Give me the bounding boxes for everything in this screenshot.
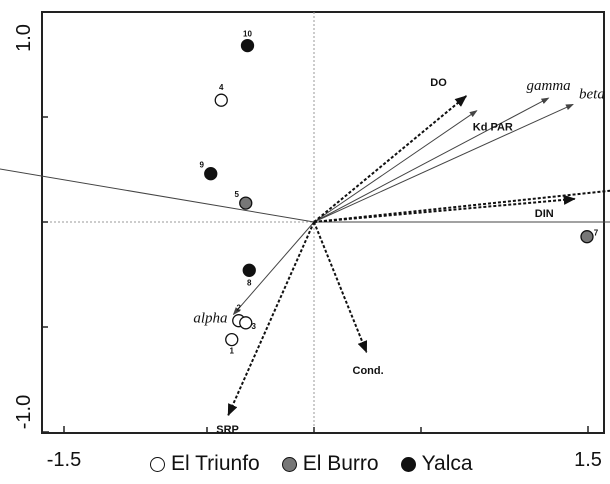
point-5: [239, 196, 253, 210]
point-7: [580, 230, 594, 244]
vector-arrow-srp: [227, 221, 315, 417]
point-label-8: 8: [247, 278, 252, 287]
vector-arrow-gamma: [313, 97, 550, 223]
vector-arrow-do: [313, 95, 468, 223]
point-3: [239, 316, 253, 330]
vector-label-din: DIN: [535, 208, 554, 220]
point-9: [204, 167, 218, 181]
point-label-9: 9: [200, 161, 205, 170]
legend-label-yalca: Yalca: [421, 452, 473, 475]
vectors-layer: cytoalphagammabetaactinoKd PARDOperi Chl…: [0, 77, 610, 436]
point-label-3: 3: [252, 322, 257, 331]
point-label-2: 2: [237, 304, 242, 313]
vector-label-kd-par: Kd PAR: [473, 122, 513, 134]
point-1: [225, 332, 239, 347]
vector-arrow-alpha: [232, 221, 315, 316]
points-layer: 12345678910: [200, 30, 599, 356]
point-10: [240, 38, 255, 53]
x-tick-right: 1.5: [574, 449, 602, 471]
point-label-7: 7: [594, 229, 599, 238]
vector-arrow-cyto: [0, 168, 315, 223]
legend-label-el-burro: El Burro: [302, 452, 379, 475]
legend-marker-yalca: [400, 456, 416, 472]
point-4: [214, 93, 228, 107]
vector-label-alpha: alpha: [193, 310, 227, 326]
x-tick-left: -1.5: [47, 449, 81, 471]
y-tick-top: 1.0: [13, 24, 35, 52]
legend-item-yalca: Yalca: [400, 452, 473, 476]
vector-arrow-cond: [313, 221, 368, 354]
vector-arrow-beta: [313, 103, 574, 223]
vector-arrow-din: [313, 194, 576, 223]
point-8: [242, 263, 256, 277]
point-label-4: 4: [219, 83, 224, 92]
vector-label-do: DO: [430, 77, 447, 89]
legend-marker-el-triunfo: [150, 456, 165, 472]
legend-label-el-triunfo: El Triunfo: [171, 452, 260, 475]
point-label-1: 1: [230, 347, 235, 356]
axis-ticks: [42, 11, 589, 433]
vector-label-beta: beta: [579, 86, 605, 102]
y-tick-bottom: -1.0: [13, 395, 35, 429]
legend-marker-el-burro: [281, 456, 297, 472]
legend-item-el-triunfo: El Triunfo: [150, 452, 260, 476]
point-label-10: 10: [243, 30, 252, 39]
vector-label-gamma: gamma: [527, 78, 571, 94]
vector-label-srp: SRP: [216, 424, 239, 436]
legend: El Triunfo El Burro Yalca: [150, 452, 473, 476]
point-label-5: 5: [235, 190, 240, 199]
vector-arrow-kd-par: [313, 110, 478, 223]
vector-label-cond: Cond.: [353, 365, 384, 377]
legend-item-el-burro: El Burro: [281, 452, 379, 476]
